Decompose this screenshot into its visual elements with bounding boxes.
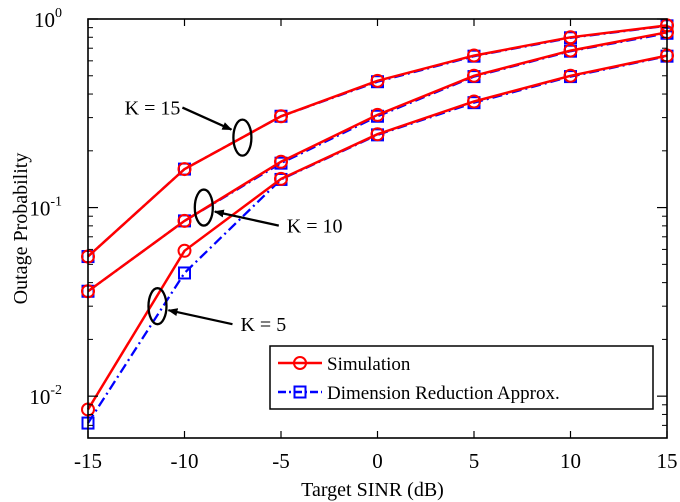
annotation-arrow: [213, 209, 280, 227]
annotation-label: K = 10: [287, 216, 343, 238]
data-point-simulation-k10: [370, 107, 385, 122]
data-point-simulation-k15: [467, 48, 481, 63]
legend-box: [269, 345, 654, 410]
legend-label: Dimension Reduction Approx.: [327, 383, 560, 404]
legend-label: Simulation: [327, 354, 411, 375]
data-point-simulation-k5: [563, 68, 578, 83]
x-tick-label: 5: [469, 449, 480, 473]
y-tick-base: 10: [34, 8, 55, 32]
y-tick-exponent: -1: [50, 195, 62, 210]
y-tick-exponent: -2: [50, 383, 62, 398]
x-tick-label: -5: [272, 449, 290, 473]
x-tick-label: -10: [171, 449, 199, 473]
legend-marker-square: [293, 385, 307, 399]
series-line-k15-simulation: [87, 24, 668, 258]
data-point-simulation-k10: [467, 68, 481, 83]
legend: Simulation Dimension Reduction Approx.: [269, 345, 654, 410]
series-line-k5-simulation: [86, 54, 668, 411]
data-point-approx-k5: [178, 266, 191, 280]
y-tick-label: 100: [34, 6, 62, 32]
annotation-arrow: [181, 106, 233, 131]
data-point-simulation-k5: [177, 243, 192, 258]
group-ellipse: [232, 118, 253, 157]
data-point-simulation-k5: [467, 94, 481, 109]
x-tick-label: 10: [560, 449, 581, 473]
group-ellipse: [193, 188, 214, 227]
annotation-label: K = 15: [125, 98, 181, 120]
data-point-simulation-k15: [177, 162, 192, 177]
series-layer: [81, 18, 674, 430]
data-point-simulation-k15: [274, 109, 288, 124]
data-point-simulation-k10: [274, 154, 288, 169]
group-ellipse: [147, 287, 168, 326]
series-line-k10-simulation: [87, 31, 668, 293]
x-axis-label: Target SINR (dB): [301, 479, 444, 501]
annotation-arrow: [167, 308, 233, 326]
x-tick-label: 15: [657, 449, 678, 473]
x-tick-label: -15: [74, 449, 102, 473]
annotation-label: K = 5: [240, 314, 286, 336]
y-tick-label: 10-1: [29, 195, 62, 221]
annotation-layer: K = 15 K = 10 K = 5: [125, 98, 343, 337]
series-line-k10-approx: [87, 32, 668, 293]
y-tick-label: 10-2: [29, 383, 62, 409]
data-point-simulation-k5: [274, 171, 288, 186]
y-tick-exponent: 0: [55, 6, 62, 21]
data-point-simulation-k15: [370, 73, 385, 88]
data-point-simulation-k10: [563, 43, 578, 58]
data-point-simulation-k10: [177, 213, 192, 228]
y-tick-base: 10: [29, 197, 50, 221]
y-tick-base: 10: [29, 385, 50, 409]
legend-marker-circle: [293, 356, 307, 370]
x-tick-label: 0: [372, 449, 383, 473]
data-point-simulation-k5: [370, 127, 385, 142]
y-axis-label: Outage Probability: [10, 153, 32, 305]
data-point-simulation-k15: [563, 30, 578, 45]
